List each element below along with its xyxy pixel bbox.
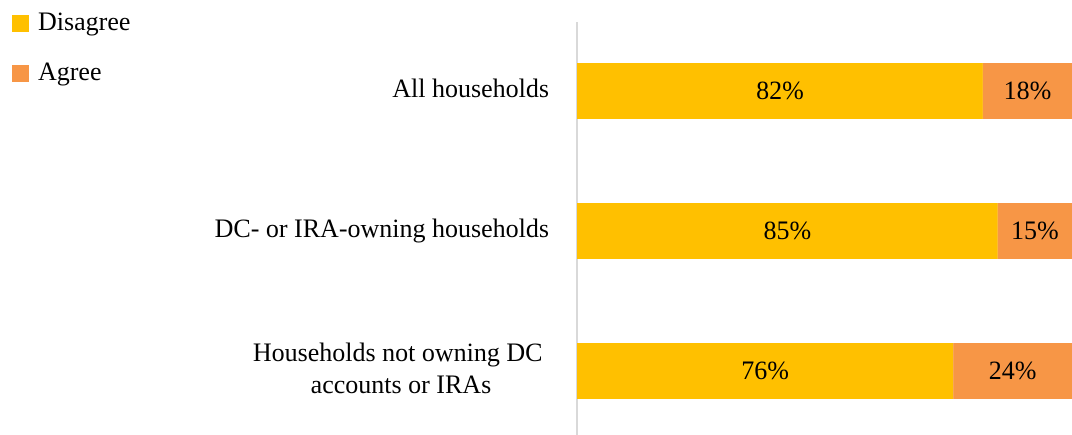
- bar-segment: [982, 63, 1072, 119]
- legend-label: Disagree: [38, 7, 130, 36]
- y-tick-label: All households: [392, 74, 549, 103]
- data-label: 85%: [764, 216, 812, 245]
- y-tick-label: Households not owning DC accounts or IRA…: [253, 338, 549, 399]
- bar-segment: [997, 203, 1072, 259]
- data-label: 15%: [1011, 216, 1059, 245]
- data-label: 24%: [989, 356, 1037, 385]
- legend-swatch: [12, 65, 29, 82]
- bar-segment: [577, 203, 998, 259]
- bar-segment: [577, 63, 983, 119]
- legend-label: Agree: [38, 57, 102, 86]
- bar-segment: [577, 343, 954, 399]
- data-label: 76%: [741, 356, 789, 385]
- legend-swatch: [12, 15, 29, 32]
- data-label: 82%: [756, 76, 804, 105]
- data-label: 18%: [1004, 76, 1052, 105]
- bar-segment: [953, 343, 1072, 399]
- y-tick-label: DC- or IRA-owning households: [215, 214, 549, 243]
